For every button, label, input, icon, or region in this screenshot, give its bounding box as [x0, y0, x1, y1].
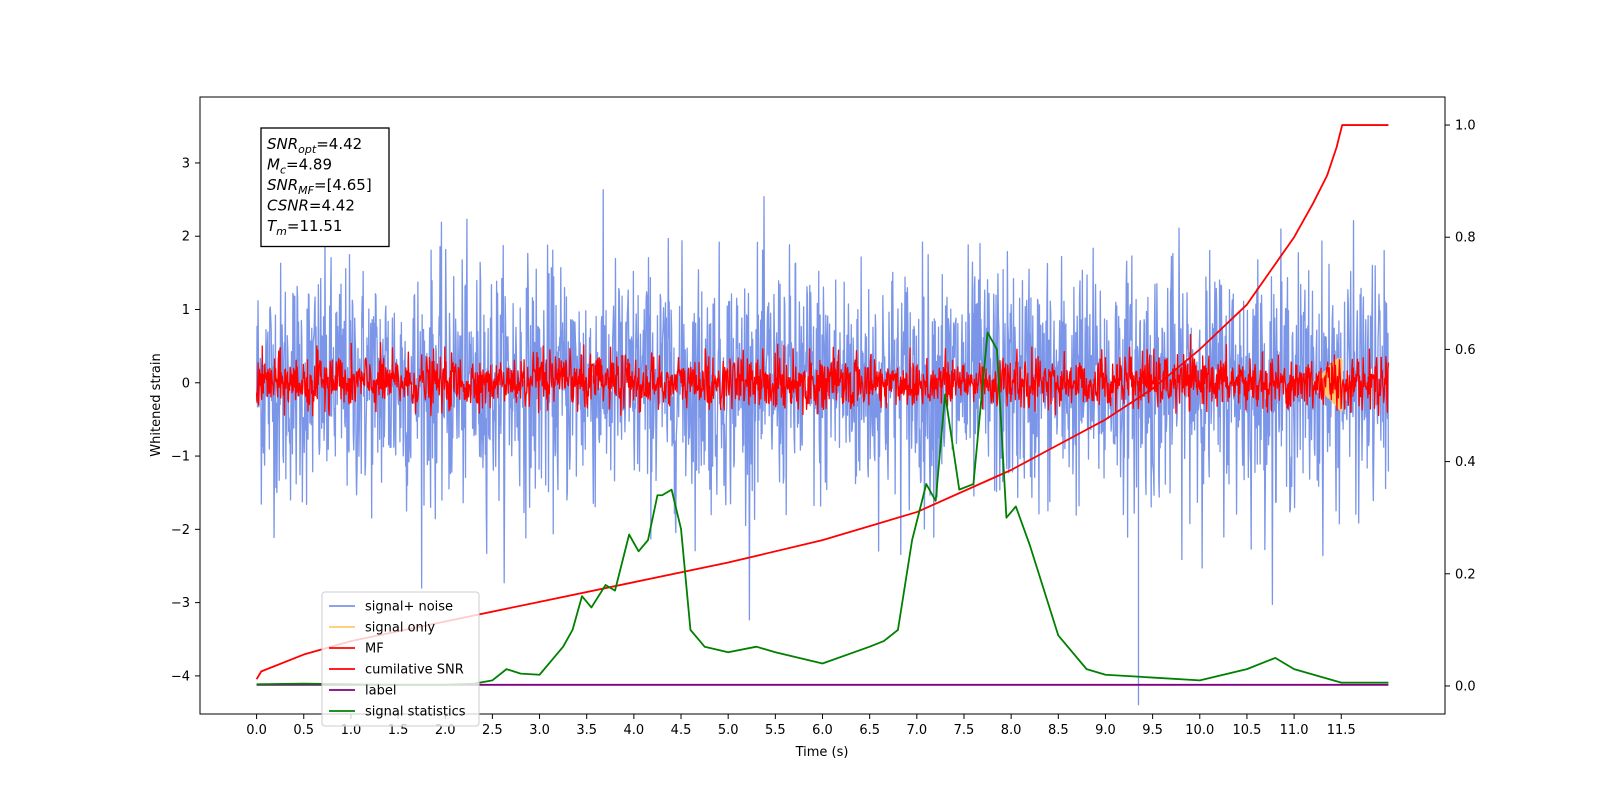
x-tick-label: 5.0	[718, 723, 739, 738]
legend: signal+ noise signal only MF cumilative SNR…	[321, 591, 480, 727]
legend-label: cumilative SNR	[365, 663, 464, 678]
x-tick-label: 1.0	[341, 723, 362, 738]
legend-label: signal+ noise	[365, 600, 453, 615]
x-axis-label: Time (s)	[795, 745, 849, 760]
y-axis-left: −4 −3 −2 −1 0 1 2 3	[171, 156, 200, 684]
x-tick-label: 10.0	[1185, 723, 1214, 738]
x-tick-label: 3.5	[576, 723, 597, 738]
y-axis-label: Whitened strain	[149, 353, 164, 456]
y-tick-label: −4	[171, 669, 190, 684]
y2-tick-label: 0.0	[1455, 679, 1476, 694]
legend-frame	[321, 591, 480, 727]
y2-tick-label: 0.4	[1455, 455, 1476, 470]
annotation-line: SNRMF=[4.65]	[267, 176, 372, 197]
x-tick-label: 0.5	[293, 723, 314, 738]
x-tick-label: 6.0	[812, 723, 833, 738]
x-tick-label: 9.5	[1142, 723, 1163, 738]
annotation-frame	[260, 127, 390, 248]
y-tick-label: 3	[182, 156, 190, 171]
x-tick-label: 4.0	[624, 723, 645, 738]
x-tick-label: 5.5	[765, 723, 786, 738]
x-axis: 0.0 0.5 1.0 1.5 2.0 2.5 3.0 3.5 4.0 4.5 5.0 5.5 6.0 6…	[246, 714, 1356, 738]
x-tick-label: 8.5	[1048, 723, 1069, 738]
x-tick-label: 11.0	[1280, 723, 1309, 738]
annotation-line: Tm=11.51	[267, 217, 342, 238]
y2-tick-label: 0.2	[1455, 567, 1476, 582]
y-axis-right: 0.0 0.2 0.4 0.6 0.8 1.0	[1445, 119, 1476, 694]
x-tick-label: 2.5	[482, 723, 503, 738]
x-tick-label: 10.5	[1232, 723, 1261, 738]
x-tick-label: 8.0	[1001, 723, 1022, 738]
x-tick-label: 3.0	[529, 723, 550, 738]
annotation-line: Mc=4.89	[267, 156, 332, 177]
x-tick-label: 7.0	[906, 723, 927, 738]
y2-tick-label: 0.6	[1455, 343, 1476, 358]
series-line-2	[255, 333, 1390, 417]
x-tick-label: 9.0	[1095, 723, 1116, 738]
x-tick-label: 11.5	[1327, 723, 1356, 738]
y2-tick-label: 0.8	[1455, 231, 1476, 246]
annotation-line: SNRopt=4.42	[267, 135, 362, 156]
annotation-line: CSNR=4.42	[267, 197, 355, 215]
x-tick-label: 4.5	[671, 723, 692, 738]
y-tick-label: 1	[182, 303, 190, 318]
x-tick-label: 0.0	[246, 723, 267, 738]
y-tick-label: 0	[182, 376, 190, 391]
series-line-5	[256, 331, 1389, 686]
series-line-0	[255, 189, 1390, 706]
y-tick-label: −3	[171, 596, 190, 611]
y2-tick-label: 1.0	[1455, 119, 1476, 134]
series-layer	[255, 124, 1390, 706]
legend-label: MF	[365, 642, 384, 657]
x-tick-label: 2.0	[435, 723, 456, 738]
x-tick-label: 6.5	[859, 723, 880, 738]
y-tick-label: −2	[171, 523, 190, 538]
legend-label: signal statistics	[365, 705, 466, 720]
legend-label: signal only	[365, 621, 435, 636]
y-tick-label: −1	[171, 450, 190, 465]
legend-label: label	[365, 684, 396, 699]
x-tick-label: 1.5	[388, 723, 409, 738]
y-tick-label: 2	[182, 230, 190, 245]
x-tick-label: 7.5	[954, 723, 975, 738]
